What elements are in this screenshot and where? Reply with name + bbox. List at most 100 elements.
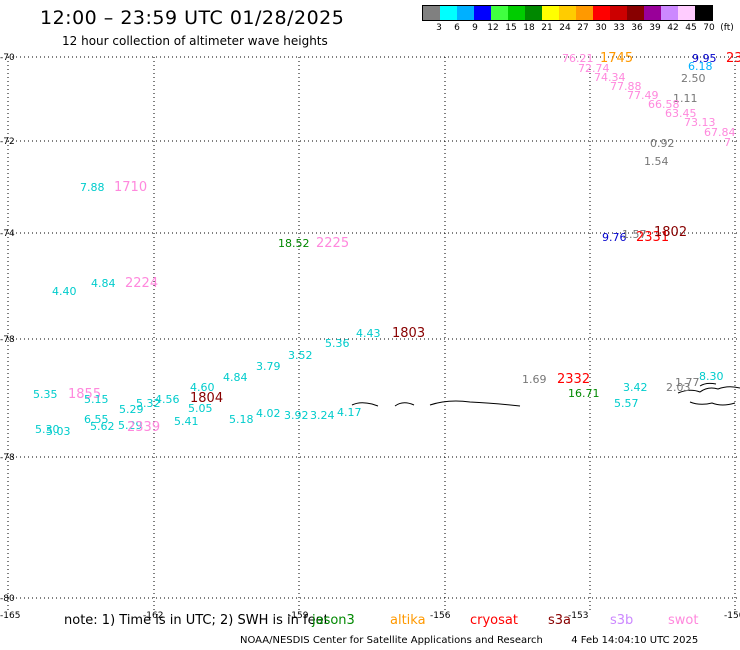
legend-label: 70 (703, 23, 715, 33)
legend-label: 21 (541, 23, 553, 33)
wave-height-label: 63.45 (665, 107, 697, 120)
legend-swatch (559, 6, 576, 20)
wave-height-label: 66.58 (648, 98, 680, 111)
wave-height-label: 2.03 (666, 381, 691, 394)
wave-height-label: 1.69 (522, 373, 547, 386)
wave-height-label: 5.18 (229, 413, 254, 426)
wave-height-label: 4.40 (52, 285, 77, 298)
satellite-swot: swot (668, 613, 699, 628)
latitude-labels: -70 -72 -74 -78 -78 -80 (0, 53, 15, 604)
wave-height-label: 1803 (392, 326, 425, 341)
satellite-jason3: jason3 (312, 613, 355, 628)
wave-height-label: 1.54 (644, 155, 669, 168)
wave-height-label: 5.62 (90, 420, 115, 433)
legend-label: 12 (487, 23, 499, 33)
wave-height-label: 4.17 (337, 406, 362, 419)
wave-height-label: 18.52 (278, 237, 310, 250)
wave-height-label: 5.29 (119, 403, 144, 416)
wave-height-label: 3.42 (623, 381, 648, 394)
wave-height-label: 5.57 (614, 397, 639, 410)
wave-height-label: 4.60 (190, 381, 215, 394)
wave-height-label: 4.02 (256, 407, 281, 420)
legend-swatch (525, 6, 542, 20)
wave-height-label: 74.34 (594, 71, 626, 84)
wave-height-label: 2.50 (681, 72, 706, 85)
wave-height-label: 2225 (316, 236, 349, 251)
legend-swatch (576, 6, 593, 20)
legend-label: 9 (472, 23, 478, 33)
legend-labels: 3 6 9 12 15 18 21 24 27 30 33 36 39 42 45 70 (ft) (422, 21, 734, 35)
latitude-label: -72 (0, 137, 15, 147)
legend-swatch (491, 6, 508, 20)
wave-height-label: 7.88 (80, 181, 105, 194)
longitude-labels: -165 -162 -159 -156 -153 -150 (0, 611, 740, 621)
latitude-label: -74 (0, 229, 15, 239)
longitude-label: -159 (288, 611, 309, 621)
wave-height-label: 5.41 (174, 415, 199, 428)
legend-color-bar (422, 5, 713, 21)
wave-height-label: 1710 (114, 180, 147, 195)
latitude-label: -80 (0, 594, 15, 604)
wave-height-label: 8.30 (699, 370, 724, 383)
wave-height-label: 73.13 (684, 116, 716, 129)
legend-label: 45 (685, 23, 697, 33)
wave-height-label: 23 (726, 51, 740, 66)
legend-swatch (542, 6, 559, 20)
wave-height-label: 1804 (190, 391, 223, 406)
wave-height-label: 5.36 (325, 337, 350, 350)
legend-label: 39 (649, 23, 661, 33)
wave-height-label: 3.92 (284, 409, 309, 422)
legend-swatch (661, 6, 678, 20)
wave-height-label: 5.32 (136, 397, 161, 410)
wave-height-legend: 3 6 9 12 15 18 21 24 27 30 33 36 39 42 45 70 (ft) (422, 5, 734, 35)
legend-swatch (474, 6, 491, 20)
satellite-s3a: s3a (548, 613, 572, 628)
legend-swatch (678, 6, 695, 20)
legend-swatch (610, 6, 627, 20)
legend-label: 42 (667, 23, 679, 33)
satellite-altika: altika (390, 613, 426, 628)
legend-label: 3 (436, 23, 442, 33)
wave-height-label: 3.79 (256, 360, 281, 373)
coastline (351, 382, 740, 407)
wave-height-label: 72.74 (578, 62, 610, 75)
wave-height-label: 4.84 (223, 371, 248, 384)
legend-swatch (644, 6, 661, 20)
legend-label: 27 (577, 23, 589, 33)
legend-swatch (593, 6, 610, 20)
wave-height-label: 1802 (654, 225, 687, 240)
wave-height-label: 2339 (127, 420, 160, 435)
legend-label: (ft) (720, 23, 734, 33)
wave-height-label: 3.24 (310, 409, 335, 422)
wave-height-label: 2332 (557, 372, 590, 387)
wave-height-label: 1.77 (675, 376, 700, 389)
legend-label: 18 (523, 23, 535, 33)
wave-height-label: 5.35 (33, 388, 58, 401)
wave-height-label: 5.15 (84, 393, 109, 406)
satellite-cryosat: cryosat (470, 613, 518, 628)
wave-height-label: 0.92 (650, 137, 675, 150)
credit-text: NOAA/NESDIS Center for Satellite Applica… (240, 635, 543, 646)
legend-swatch (440, 6, 457, 20)
longitude-label: -156 (430, 611, 451, 621)
latitude-label: -78 (0, 453, 15, 463)
legend-label: 33 (613, 23, 625, 33)
wave-height-label: 5.05 (188, 402, 213, 415)
wave-height-label: 3.52 (288, 349, 313, 362)
wave-height-label: 5.30 (35, 423, 60, 436)
legend-label: 15 (505, 23, 517, 33)
wave-height-label: 1745 (600, 51, 633, 66)
legend-swatch (508, 6, 525, 20)
latitude-label: -70 (0, 53, 15, 63)
legend-label: 36 (631, 23, 643, 33)
graticule (7, 56, 740, 612)
latitude-label: -78 (0, 335, 15, 345)
wave-height-label: 9.76 (602, 231, 627, 244)
wave-height-label: 5.03 (46, 425, 71, 438)
page-title: 12:00 – 23:59 UTC 01/28/2025 (40, 7, 345, 29)
wave-height-label: 4.84 (91, 277, 116, 290)
wave-height-label: 67.84 (704, 126, 736, 139)
wave-height-label: 6.18 (688, 60, 713, 73)
wave-height-label: 1.57 (622, 228, 647, 241)
